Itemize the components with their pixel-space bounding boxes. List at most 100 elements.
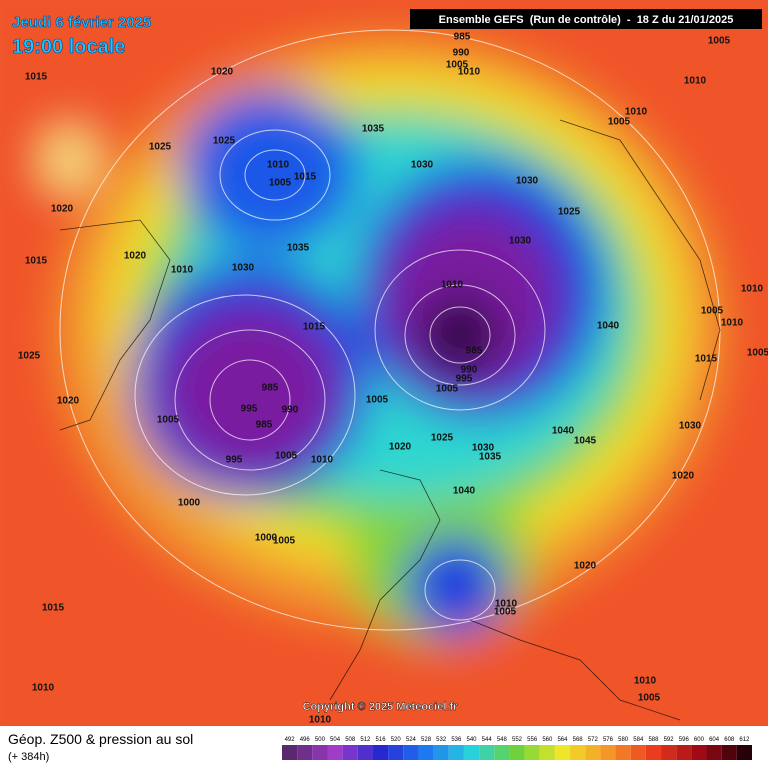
coastlines — [59, 119, 721, 721]
scale-label: 576 — [603, 737, 614, 743]
scale-label: 512 — [360, 737, 371, 743]
isobar-label: 1030 — [679, 421, 702, 432]
scale-swatch — [691, 745, 707, 760]
isobar-label: 1005 — [701, 306, 724, 317]
isobar-label: 1015 — [42, 603, 65, 614]
scale-swatch — [312, 745, 328, 760]
scale-swatch — [600, 745, 616, 760]
isobar-label: 995 — [226, 455, 243, 466]
isobar-label: 990 — [453, 48, 470, 59]
scale-label: 580 — [618, 737, 629, 743]
isobar-label: 1020 — [51, 204, 74, 215]
scale-label: 504 — [330, 737, 341, 743]
isobar-label: 995 — [456, 374, 473, 385]
scale-swatch — [645, 745, 662, 760]
isobar-label: 1040 — [453, 486, 476, 497]
isobar-label: 1005 — [446, 60, 469, 71]
isobar-label: 1010 — [741, 284, 764, 295]
isobar-label: 1020 — [389, 442, 412, 453]
isobar-label: 1025 — [149, 142, 172, 153]
isobar-label: 1040 — [597, 321, 620, 332]
scale-swatch — [554, 745, 571, 760]
isobar-label: 1030 — [472, 443, 495, 454]
isobar-label: 1005 — [366, 395, 389, 406]
isobar-label: 1015 — [303, 322, 326, 333]
isobar-label: 1020 — [57, 396, 80, 407]
isobar-label: 1005 — [273, 536, 296, 547]
isobar-label: 1010 — [634, 676, 657, 687]
date: Jeudi 6 février 2025 — [12, 14, 151, 31]
scale-swatch — [494, 745, 510, 760]
isobar-label: 990 — [461, 365, 478, 376]
scale-swatch — [282, 745, 298, 760]
scale-swatch — [661, 745, 677, 760]
scale-label: 516 — [376, 737, 387, 743]
scale-label: 500 — [315, 737, 326, 743]
isobar-label: 985 — [256, 420, 273, 431]
isobar-label: 1005 — [436, 384, 459, 395]
scale-swatch — [630, 745, 646, 760]
isobar-label: 1010 — [458, 67, 481, 78]
isobar-label: 1010 — [684, 76, 707, 87]
run-info: Ensemble GEFS (Run de contrôle) - 18 Z d… — [439, 14, 734, 26]
isobar-label: 1020 — [211, 67, 234, 78]
isobar-label: 1035 — [362, 124, 385, 135]
isobar-label: 1030 — [516, 176, 539, 187]
scale-label: 536 — [451, 737, 462, 743]
copyright: Copyright © 2025 Meteociel.fr — [303, 701, 459, 713]
isobar-label: 1005 — [494, 607, 517, 618]
scale-swatch — [342, 745, 358, 760]
scale-label: 532 — [436, 737, 447, 743]
scale-swatch — [524, 745, 540, 760]
isobar-label: 1015 — [25, 72, 48, 83]
footer-subtitle: (+ 384h) — [8, 751, 49, 763]
scale-swatch — [418, 745, 434, 760]
isobar-label: 1010 — [441, 280, 464, 291]
scale-swatch — [479, 745, 495, 760]
isobar-label: 1010 — [32, 683, 55, 694]
isobar-label: 990 — [282, 405, 299, 416]
footer-title: Géop. Z500 & pression au sol — [8, 731, 193, 747]
isobar-label: 1005 — [275, 451, 298, 462]
scale-label: 548 — [497, 737, 508, 743]
scale-label: 492 — [285, 737, 296, 743]
scale-label: 612 — [739, 737, 750, 743]
scale-swatch — [570, 745, 586, 760]
scale-swatch — [509, 745, 525, 760]
isobar-label: 1010 — [311, 455, 334, 466]
scale-label: 600 — [694, 737, 705, 743]
local-time: 19:00 locale — [12, 36, 125, 58]
scale-label: 520 — [391, 737, 402, 743]
scale-swatch — [372, 745, 389, 760]
scale-swatch — [736, 745, 752, 760]
scale-swatch — [433, 745, 449, 760]
isobar-label: 1030 — [232, 263, 255, 274]
isobar-label: 1035 — [479, 452, 502, 463]
isobar-label: 1025 — [431, 433, 454, 444]
isobar-label: 1015 — [695, 354, 718, 365]
scale-label: 596 — [679, 737, 690, 743]
isobar-label: 1020 — [124, 251, 147, 262]
isobar-label: 1045 — [574, 436, 597, 447]
scale-label: 588 — [648, 737, 659, 743]
scale-swatch — [615, 745, 631, 760]
isobar-label: 1005 — [269, 178, 292, 189]
isobar-label: 1010 — [171, 265, 194, 276]
isobar-label: 985 — [466, 346, 483, 357]
isobar-label: 1035 — [287, 243, 310, 254]
scale-label: 508 — [345, 737, 356, 743]
scale-label: 524 — [406, 737, 417, 743]
scale-swatch — [706, 745, 722, 760]
scale-swatch — [676, 745, 692, 760]
scale-swatch — [721, 745, 737, 760]
scale-swatch — [388, 745, 404, 760]
isobar-label: 1010 — [309, 715, 332, 726]
isobar-label: 1005 — [747, 348, 768, 359]
isobar-label: 1015 — [25, 256, 48, 267]
isobar-label: 1005 — [638, 693, 661, 704]
scale-label: 544 — [482, 737, 493, 743]
isobar-label: 1025 — [213, 136, 236, 147]
isobar-label: 1025 — [18, 351, 41, 362]
